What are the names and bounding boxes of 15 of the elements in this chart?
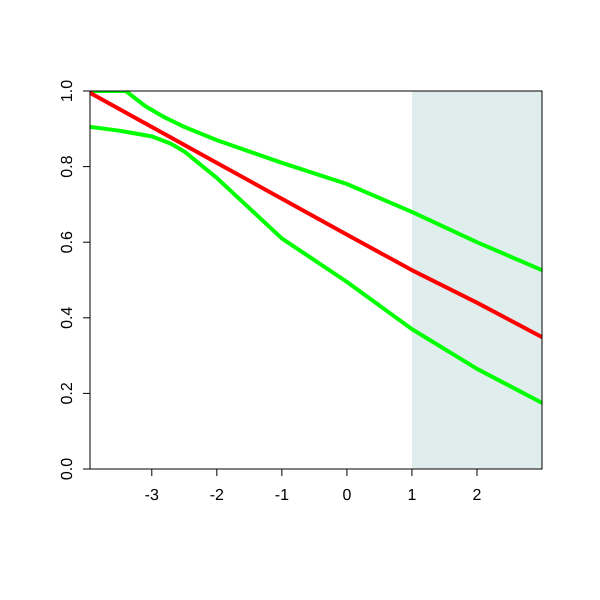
y-tick-label: 0.2 [59,382,76,405]
y-tick-label: 0.4 [59,306,76,329]
line-series [90,91,542,272]
y-tick-label: 0.0 [59,458,76,480]
y-tick-label: 0.8 [59,155,76,178]
x-tick-label: -2 [210,487,224,504]
x-tick-label: 2 [472,487,482,504]
y-tick-label: 0.6 [59,230,76,254]
x-tick-label: 0 [342,487,352,504]
x-tick-label: -1 [274,487,290,504]
line-series [90,91,542,340]
x-tick-label: -3 [144,487,159,504]
x-tick-label: 1 [407,487,416,504]
line-series [90,124,542,405]
y-tick-label: 1.0 [59,80,76,102]
